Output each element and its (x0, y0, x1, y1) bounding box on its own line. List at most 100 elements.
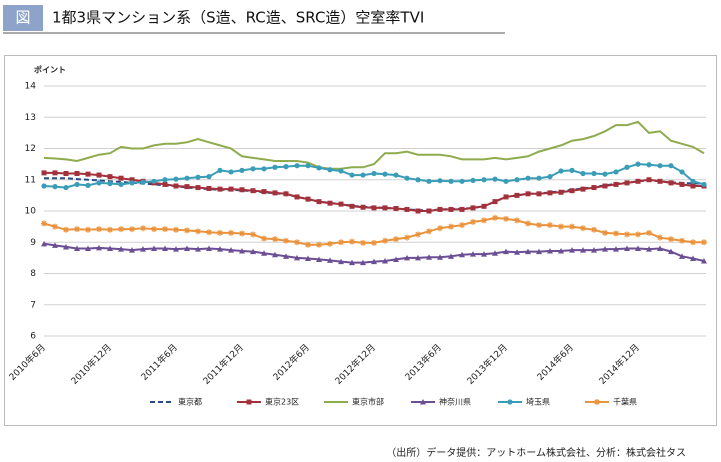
x-tick-label: 2010年12月 (68, 341, 114, 387)
data-point (503, 194, 509, 200)
legend-marker (507, 399, 513, 405)
data-point (613, 230, 619, 237)
data-point (360, 259, 366, 266)
data-point (437, 206, 443, 212)
data-point (580, 247, 586, 253)
y-tick-label: 12 (25, 144, 36, 154)
data-point (327, 167, 333, 173)
data-point (679, 169, 685, 175)
data-point (261, 250, 267, 256)
data-point (426, 208, 432, 214)
legend-marker (420, 399, 426, 405)
data-point (118, 175, 124, 181)
data-point (536, 175, 542, 181)
data-point (129, 247, 135, 253)
data-point (426, 254, 432, 260)
x-tick-label: 2014年6月 (534, 341, 575, 382)
data-point (96, 172, 102, 178)
data-point (239, 230, 245, 237)
data-point (525, 191, 531, 197)
data-point (316, 199, 322, 205)
data-point (591, 226, 597, 233)
data-point (668, 180, 674, 186)
data-point (690, 255, 696, 261)
data-point (569, 188, 575, 194)
series-line (44, 171, 704, 212)
data-point (173, 176, 179, 182)
data-point (162, 245, 168, 251)
data-point (327, 240, 333, 247)
data-point (371, 170, 377, 177)
data-point (74, 171, 80, 176)
data-point (195, 228, 201, 235)
data-point (140, 225, 146, 232)
data-point (459, 206, 465, 212)
data-point (415, 231, 421, 238)
data-point (305, 163, 311, 169)
data-point (448, 206, 454, 212)
series-line (43, 120, 705, 170)
legend-label: 千葉県 (613, 397, 637, 407)
data-point (558, 223, 564, 230)
data-point (657, 245, 663, 251)
data-point (41, 220, 47, 227)
data-point (580, 170, 586, 177)
data-point (591, 185, 597, 191)
legend-label: 神奈川県 (439, 397, 471, 407)
data-point (536, 191, 542, 197)
data-point (239, 167, 245, 173)
data-point (635, 161, 641, 167)
data-point (327, 257, 333, 263)
data-point (184, 245, 190, 251)
data-point (679, 253, 685, 259)
data-point (239, 248, 245, 254)
data-point (63, 184, 69, 191)
data-point (107, 180, 113, 187)
data-point (602, 183, 608, 189)
legend-label: 東京23区 (265, 397, 299, 407)
data-point (525, 175, 531, 181)
data-point (118, 181, 124, 188)
data-point (195, 174, 201, 180)
data-point (580, 225, 586, 232)
data-point (613, 181, 619, 187)
data-point (195, 185, 201, 191)
x-tick-label: 2011年12月 (200, 341, 246, 387)
data-point (503, 178, 509, 184)
data-point (250, 248, 256, 255)
data-point (558, 168, 564, 174)
data-point (514, 249, 520, 255)
data-point (85, 245, 91, 251)
data-point (382, 258, 388, 264)
data-point (239, 187, 245, 193)
data-point (184, 175, 190, 181)
data-point (514, 192, 520, 198)
data-point (129, 180, 135, 186)
data-point (206, 245, 212, 251)
data-point (129, 226, 135, 233)
x-tick-label: 2012年12月 (332, 341, 378, 387)
data-point (657, 234, 663, 241)
data-point (635, 178, 641, 184)
legend-label: 埼玉県 (526, 397, 550, 407)
data-point (657, 178, 663, 184)
data-point (162, 177, 168, 183)
data-point (228, 247, 234, 253)
data-point (217, 186, 223, 192)
data-point (63, 243, 69, 250)
data-point (393, 206, 399, 211)
data-point (52, 184, 58, 190)
data-point (217, 167, 223, 173)
data-point (85, 226, 91, 233)
data-point (228, 186, 234, 192)
y-axis-label: ポイント (34, 65, 66, 75)
data-point (437, 178, 443, 184)
data-point (151, 245, 157, 251)
data-point (635, 245, 641, 251)
data-point (184, 227, 190, 234)
data-point (327, 200, 333, 206)
legend-label: 東京都 (178, 397, 202, 407)
data-point (129, 177, 135, 183)
data-point (371, 258, 377, 265)
